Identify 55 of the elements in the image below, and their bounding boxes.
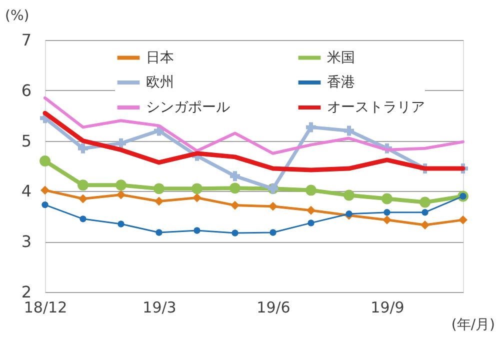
x-tick-label: 18/12 <box>24 298 68 316</box>
point <box>344 126 354 136</box>
x-axis-title: (年/月) <box>451 317 495 333</box>
legend-label: 日本 <box>146 50 174 66</box>
point <box>40 186 50 195</box>
legend-label: 香港 <box>327 74 355 90</box>
y-tick-label: 7 <box>21 30 32 50</box>
point <box>118 220 124 228</box>
x-tick-label: 19/6 <box>256 298 290 316</box>
legend-label: 米国 <box>327 50 355 66</box>
point <box>154 183 164 194</box>
point <box>384 209 390 216</box>
point <box>382 215 392 224</box>
x-tick-label: 19/9 <box>370 298 404 316</box>
point <box>40 155 50 166</box>
point <box>420 196 430 208</box>
point <box>194 227 200 234</box>
point <box>306 122 316 132</box>
y-tick-label: 4 <box>21 182 32 201</box>
legend-label: オーストラリア <box>327 100 425 116</box>
point <box>230 182 240 194</box>
point <box>268 202 278 211</box>
point <box>306 184 316 196</box>
y-tick-label: 2 <box>21 282 32 302</box>
point <box>116 138 126 148</box>
point <box>308 220 314 226</box>
point <box>230 171 240 182</box>
point <box>78 143 88 154</box>
point <box>346 210 352 218</box>
point <box>306 206 316 215</box>
legend-label: 欧州 <box>146 74 174 90</box>
point <box>192 193 202 202</box>
y-axis-title: (%) <box>5 8 30 24</box>
point <box>42 201 48 208</box>
point <box>116 180 126 191</box>
point <box>344 190 354 201</box>
point <box>192 183 202 194</box>
point <box>230 200 240 210</box>
point <box>80 216 86 222</box>
y-tick-label: 3 <box>21 232 32 252</box>
point <box>232 230 238 236</box>
point <box>420 220 430 230</box>
point <box>270 229 276 236</box>
y-tick-label: 5 <box>21 131 32 150</box>
point <box>78 180 88 191</box>
point <box>382 193 392 204</box>
point <box>156 229 162 236</box>
point <box>154 196 164 206</box>
point <box>78 194 88 204</box>
point <box>458 215 468 224</box>
y-tick-label: 6 <box>21 80 32 100</box>
x-tick-label: 19/3 <box>142 298 176 316</box>
point <box>116 190 126 200</box>
legend-label: シンガポール <box>146 100 230 116</box>
point <box>422 209 428 216</box>
